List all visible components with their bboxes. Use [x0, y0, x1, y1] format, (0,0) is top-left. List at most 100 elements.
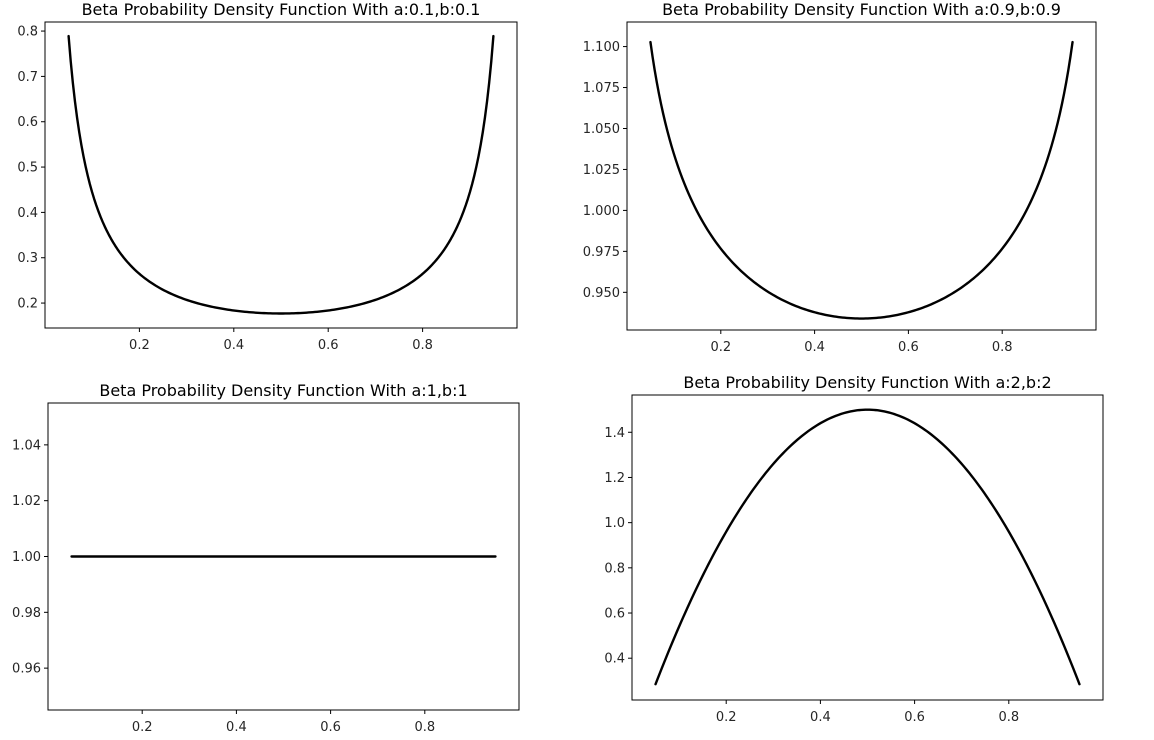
data-point: [790, 299, 792, 301]
data-point: [303, 312, 305, 314]
pdf-curve: [654, 408, 1081, 686]
x-tick-label: 0.4: [810, 710, 831, 725]
x-tick-label: 0.4: [804, 340, 825, 355]
y-tick-label: 0.975: [583, 245, 620, 260]
data-point: [749, 493, 751, 495]
data-point: [937, 439, 939, 441]
data-point: [725, 530, 727, 532]
data-point: [884, 316, 886, 318]
x-tick-label: 0.2: [129, 338, 150, 353]
data-point: [860, 317, 862, 319]
data-point: [185, 303, 187, 305]
y-tick-label: 0.4: [604, 652, 625, 667]
y-tick-label: 1.4: [604, 426, 625, 441]
data-point: [1008, 530, 1010, 532]
data-point: [469, 199, 471, 201]
axes-frame: [44, 21, 518, 329]
data-point: [351, 308, 353, 310]
y-tick-label: 1.100: [583, 40, 620, 55]
data-point: [813, 309, 815, 311]
axes-frame: [631, 394, 1104, 701]
x-tick-label: 0.2: [716, 710, 737, 725]
y-tick-label: 0.5: [17, 161, 38, 176]
data-point: [256, 312, 258, 314]
y-tick-label: 1.050: [583, 122, 620, 137]
data-point: [843, 412, 845, 414]
data-point: [767, 283, 769, 285]
data-point: [233, 310, 235, 312]
x-tick-label: 0.2: [710, 340, 731, 355]
data-point: [913, 422, 915, 424]
data-point: [649, 36, 651, 38]
data-point: [494, 555, 496, 557]
data-point: [961, 463, 963, 465]
chart-title: Beta Probability Density Function With a…: [683, 373, 1051, 392]
data-point: [1078, 683, 1080, 685]
y-tick-label: 0.950: [583, 286, 620, 301]
x-tick-label: 0.6: [904, 710, 925, 725]
y-tick-label: 0.6: [17, 115, 38, 130]
y-tick-label: 0.98: [12, 606, 41, 621]
x-tick-label: 0.8: [414, 720, 435, 735]
data-point: [772, 463, 774, 465]
data-point: [819, 422, 821, 424]
data-point: [837, 316, 839, 318]
data-point: [67, 35, 69, 37]
y-tick-label: 0.8: [604, 561, 625, 576]
y-tick-label: 1.000: [583, 204, 620, 219]
data-point: [1001, 231, 1003, 233]
y-tick-label: 1.0: [604, 516, 625, 531]
data-point: [374, 303, 376, 305]
data-point: [720, 231, 722, 233]
data-point: [907, 309, 909, 311]
y-tick-label: 0.4: [17, 206, 38, 221]
pdf-curve: [67, 34, 495, 315]
data-point: [678, 625, 680, 627]
data-point: [1071, 36, 1073, 38]
subplot-a1-b1: Beta Probability Density Function With a…: [12, 381, 520, 735]
pdf-curve: [649, 40, 1074, 320]
data-point: [327, 310, 329, 312]
y-tick-label: 1.00: [12, 550, 41, 565]
data-point: [70, 555, 72, 557]
chart-title: Beta Probability Density Function With a…: [662, 0, 1061, 19]
data-point: [91, 199, 93, 201]
data-point: [162, 295, 164, 297]
x-tick-label: 0.8: [992, 340, 1013, 355]
data-point: [954, 283, 956, 285]
x-tick-label: 0.6: [318, 338, 339, 353]
data-point: [701, 575, 703, 577]
chart-title: Beta Probability Density Function With a…: [82, 0, 481, 19]
subplot-a2-b2: Beta Probability Density Function With a…: [604, 373, 1104, 725]
data-point: [673, 129, 675, 131]
data-point: [696, 190, 698, 192]
y-tick-label: 1.075: [583, 81, 620, 96]
data-point: [209, 308, 211, 310]
data-point: [743, 260, 745, 262]
chart-title: Beta Probability Density Function With a…: [99, 381, 467, 400]
data-point: [984, 493, 986, 495]
x-tick-label: 0.4: [223, 338, 244, 353]
data-point: [1024, 190, 1026, 192]
y-tick-label: 0.3: [17, 251, 38, 266]
y-tick-label: 0.2: [17, 297, 38, 312]
subplot-a0.1-b0.1: Beta Probability Density Function With a…: [17, 0, 518, 353]
y-tick-label: 0.96: [12, 662, 41, 677]
x-tick-label: 0.8: [998, 710, 1019, 725]
y-tick-label: 1.2: [604, 471, 625, 486]
data-point: [492, 35, 494, 37]
y-tick-label: 0.6: [604, 607, 625, 622]
data-point: [1048, 129, 1050, 131]
data-point: [1031, 575, 1033, 577]
data-point: [890, 412, 892, 414]
data-point: [445, 255, 447, 257]
data-point: [978, 260, 980, 262]
data-point: [796, 439, 798, 441]
x-tick-label: 0.4: [226, 720, 247, 735]
data-point: [866, 408, 868, 410]
data-point: [115, 255, 117, 257]
y-tick-label: 0.8: [17, 25, 38, 40]
x-tick-label: 0.8: [412, 338, 433, 353]
y-tick-label: 1.04: [12, 438, 41, 453]
